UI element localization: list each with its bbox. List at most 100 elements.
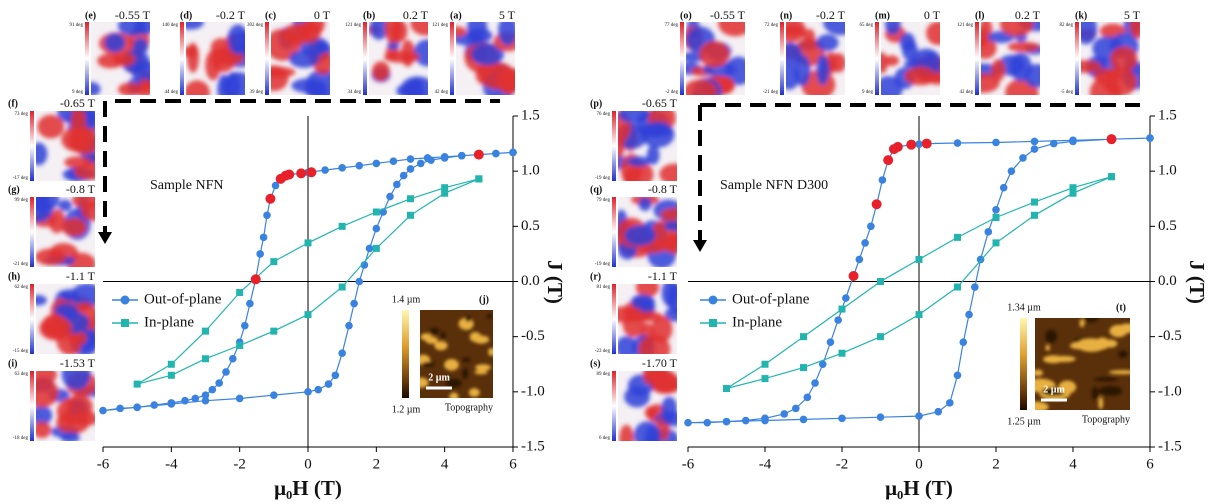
mfm-blob: [73, 411, 95, 426]
marker: [116, 404, 124, 413]
x-tick-label: 2: [373, 456, 381, 472]
mfm-blob: [60, 432, 80, 441]
y-axis-title: J (T): [543, 260, 567, 304]
mfm-blob: [661, 396, 677, 420]
annotation: Sample NFN D300: [720, 178, 828, 193]
topo-blobs: [420, 314, 493, 398]
colorbar: [85, 22, 89, 95]
legend-label: Out-of-plane: [732, 291, 810, 307]
mfm-blob: [885, 22, 901, 35]
marker: [834, 316, 842, 324]
marker: [703, 418, 712, 427]
mfm-blob: [830, 53, 845, 73]
topo-grain: [462, 367, 469, 380]
colorbar-min: -19 deg: [595, 176, 611, 181]
marker: [167, 400, 176, 408]
x-tick-label: -4: [165, 456, 178, 472]
marker: [811, 379, 819, 387]
marker: [1146, 134, 1154, 142]
colorbar-min: 42 deg: [960, 90, 974, 95]
mfm-blob: [644, 406, 658, 420]
marker: [800, 333, 807, 341]
x-tick-label: 6: [509, 456, 517, 472]
topo-grain: [429, 327, 440, 336]
mfm-blob: [666, 284, 677, 313]
panel-field: 5 T: [1124, 8, 1141, 22]
colorbar-min: 44 deg: [165, 90, 179, 95]
x-tick-label: 4: [1069, 456, 1077, 472]
marker: [934, 407, 943, 416]
marker: [133, 403, 141, 412]
mfm-blob: [618, 137, 625, 158]
panel-field: -0.55 T: [710, 8, 746, 22]
mfm-blobs: [881, 22, 940, 95]
mfm-panel: (m) 0 T 65 deg 9 deg: [860, 8, 941, 95]
mfm-panel: (c) 0 T 302 deg 39 deg: [247, 8, 331, 95]
mfm-blobs: [618, 197, 677, 267]
mfm-blob: [134, 22, 150, 35]
marker: [441, 189, 449, 197]
mfm-blob: [626, 161, 654, 181]
x-tick-label: -6: [97, 456, 110, 472]
marker: [407, 195, 414, 203]
colorbar-max: 82 deg: [1060, 23, 1074, 28]
topography-image: [1035, 318, 1130, 410]
marker: [965, 310, 973, 319]
mfm-panel: (l) 0.2 T 121 deg 42 deg: [957, 8, 1041, 95]
topo-grain: [1103, 339, 1118, 348]
marker: [345, 321, 353, 330]
mfm-blob: [37, 114, 65, 139]
mfm-image: [1081, 22, 1140, 95]
mfm-image: [456, 22, 515, 95]
panel-field: -0.65 T: [642, 96, 678, 110]
y-tick-label: 0.5: [1158, 218, 1177, 234]
mfm-panel: (f) -0.65 T 73 deg -17 deg: [8, 96, 96, 181]
marker: [1108, 173, 1115, 181]
panel-label: (c): [265, 10, 276, 21]
mfm-blob: [498, 69, 515, 95]
mfm-blobs: [271, 22, 330, 95]
mfm-blob: [651, 315, 673, 343]
topo-grain: [1076, 338, 1107, 352]
marker: [271, 181, 280, 190]
marker: [181, 396, 189, 405]
mfm-blob: [186, 42, 200, 73]
colorbar-max: 63 deg: [15, 372, 29, 377]
mfm-blob: [36, 421, 52, 439]
mfm-blob: [659, 163, 677, 181]
panel-field: -0.2 T: [216, 8, 246, 22]
marker: [304, 311, 312, 319]
marker: [191, 394, 200, 403]
legend-marker: [120, 295, 130, 305]
mfm-blob: [408, 77, 425, 95]
legend-marker: [709, 319, 717, 327]
mfm-blob: [638, 197, 652, 212]
highlight-point: [883, 155, 894, 166]
topo-grain: [1094, 377, 1119, 382]
mfm-blob: [70, 111, 86, 138]
panel-label: (k): [1075, 10, 1087, 21]
mfm-blob: [794, 54, 811, 87]
panel-label: (n): [780, 10, 792, 21]
marker: [222, 368, 230, 376]
marker: [877, 333, 884, 341]
mfm-blob: [36, 248, 67, 266]
mfm-blobs: [619, 371, 677, 441]
mfm-blob: [1081, 60, 1102, 73]
mfm-blobs: [618, 284, 677, 354]
x-tick-label: 0: [304, 456, 312, 472]
x-tick-label: 4: [441, 456, 449, 472]
marker: [202, 355, 209, 363]
y-tick-label: 1.0: [1158, 163, 1177, 179]
marker: [877, 278, 884, 285]
mfm-image: [618, 284, 677, 354]
colorbar-min: -21 deg: [13, 262, 29, 267]
mfm-blob: [132, 37, 149, 55]
panel-label: (g): [8, 184, 20, 195]
panel-field: -1.1 T: [648, 269, 678, 283]
topo-grain: [1117, 323, 1130, 334]
mfm-blob: [663, 220, 677, 232]
mfm-blob: [48, 209, 66, 234]
topo-grain: [440, 332, 446, 339]
